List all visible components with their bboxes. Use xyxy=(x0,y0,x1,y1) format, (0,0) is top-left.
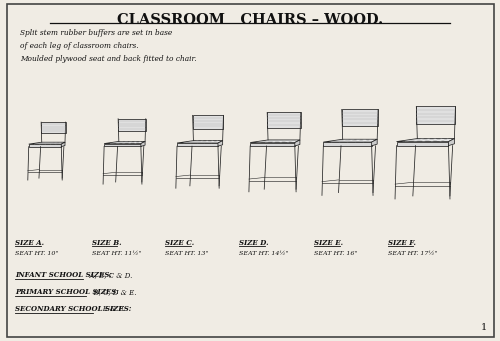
Text: 1: 1 xyxy=(481,323,488,332)
Text: A, B, C & D.: A, B, C & D. xyxy=(86,271,133,279)
Polygon shape xyxy=(295,140,300,146)
Polygon shape xyxy=(177,140,222,143)
Polygon shape xyxy=(141,142,145,146)
Polygon shape xyxy=(396,142,448,146)
Polygon shape xyxy=(396,138,454,142)
Polygon shape xyxy=(177,143,218,146)
Polygon shape xyxy=(118,119,146,131)
Text: SIZE B.: SIZE B. xyxy=(92,239,121,247)
Polygon shape xyxy=(342,109,378,126)
Polygon shape xyxy=(448,138,454,146)
Text: SIZE F.: SIZE F. xyxy=(388,239,415,247)
Polygon shape xyxy=(28,142,65,144)
Text: SIZE A.: SIZE A. xyxy=(15,239,44,247)
Text: Split stem rubber buffers are set in base: Split stem rubber buffers are set in bas… xyxy=(20,29,172,37)
Text: SEAT HT. 16": SEAT HT. 16" xyxy=(314,251,357,256)
Text: CLASSROOM   CHAIRS – WOOD.: CLASSROOM CHAIRS – WOOD. xyxy=(117,13,383,27)
Text: SIZE D.: SIZE D. xyxy=(239,239,268,247)
Text: SECONDARY SCHOOL SIZES:: SECONDARY SCHOOL SIZES: xyxy=(15,305,132,313)
Text: INFANT SCHOOL SIZES:: INFANT SCHOOL SIZES: xyxy=(15,271,112,279)
Text: PRIMARY SCHOOL SIZES:: PRIMARY SCHOOL SIZES: xyxy=(15,288,119,296)
Polygon shape xyxy=(372,139,377,146)
Polygon shape xyxy=(62,142,65,147)
Text: SEAT HT. 11½": SEAT HT. 11½" xyxy=(92,251,141,256)
Text: Moulded plywood seat and back fitted to chair.: Moulded plywood seat and back fitted to … xyxy=(20,55,197,63)
Polygon shape xyxy=(28,144,62,147)
Polygon shape xyxy=(41,122,66,133)
Text: E & F.: E & F. xyxy=(96,305,124,313)
Polygon shape xyxy=(416,106,456,124)
Polygon shape xyxy=(250,140,300,143)
Polygon shape xyxy=(218,140,222,146)
Polygon shape xyxy=(104,144,141,146)
Polygon shape xyxy=(250,143,295,146)
Polygon shape xyxy=(324,139,377,142)
Polygon shape xyxy=(192,115,224,129)
Polygon shape xyxy=(267,113,301,128)
Text: B, C, D & E.: B, C, D & E. xyxy=(89,288,136,296)
Text: of each leg of classroom chairs.: of each leg of classroom chairs. xyxy=(20,42,138,50)
Text: SIZE C.: SIZE C. xyxy=(165,239,194,247)
Polygon shape xyxy=(324,142,372,146)
Text: SEAT HT. 14½": SEAT HT. 14½" xyxy=(239,251,288,256)
Text: SIZE E.: SIZE E. xyxy=(314,239,343,247)
Text: SEAT HT. 10": SEAT HT. 10" xyxy=(15,251,58,256)
Text: SEAT HT. 17½": SEAT HT. 17½" xyxy=(388,251,437,256)
Text: SEAT HT. 13": SEAT HT. 13" xyxy=(165,251,208,256)
Polygon shape xyxy=(104,142,145,144)
